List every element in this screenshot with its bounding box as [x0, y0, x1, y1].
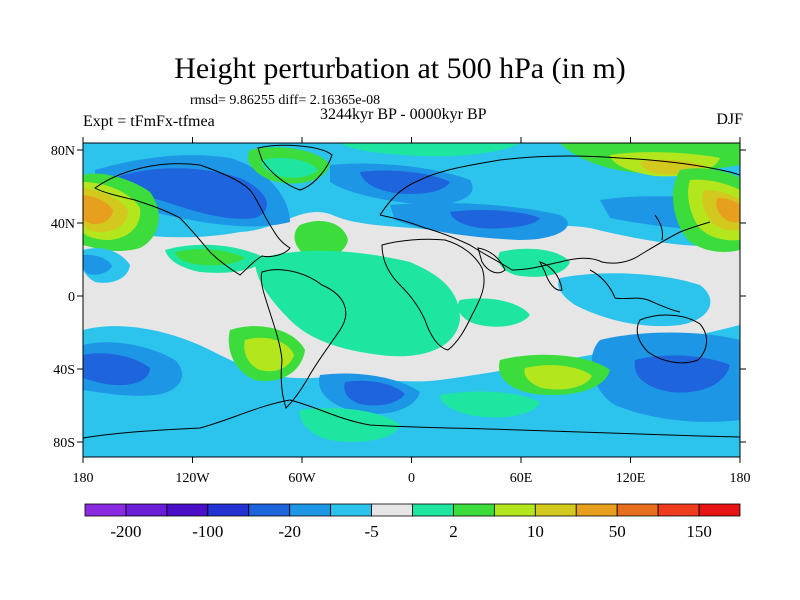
colorbar-label: 2 — [449, 522, 458, 541]
coast-southeast-asia — [589, 269, 681, 313]
lat-tick-label: 40N — [51, 217, 75, 232]
contour-high-pacific-east-peak — [716, 198, 740, 223]
contour-south-green-south — [299, 408, 400, 442]
contour-dark-low-asia — [450, 210, 540, 229]
contour-trop-atlantic — [255, 250, 460, 357]
colorbar-label: -200 — [110, 522, 141, 541]
lon-tick-label: 180 — [730, 471, 751, 486]
lon-tick-label: 120W — [175, 471, 210, 486]
contour-high-atlantic — [294, 220, 348, 258]
coastlines — [83, 144, 740, 439]
colorbar-label: -5 — [364, 522, 378, 541]
contour-south-dark-west — [83, 353, 150, 386]
period-label: 3244kyr BP - 0000kyr BP — [320, 106, 487, 123]
colorbar-swatch — [453, 503, 495, 517]
page-title: Height perturbation at 500 hPa (in m) — [174, 52, 626, 85]
colorbar-swatch — [207, 503, 250, 517]
coast-japan — [654, 214, 663, 241]
experiment-label: Expt = tFmFx-tfmea — [83, 113, 215, 130]
colorbar-swatch — [657, 503, 700, 517]
lat-tick-label: 80N — [51, 144, 75, 159]
colorbar-swatch — [412, 503, 454, 517]
lon-tick-label: 180 — [73, 471, 94, 486]
lon-tick-label: 0 — [408, 471, 415, 486]
contour-south-green-pacific — [440, 391, 540, 418]
colorbar-swatch — [698, 503, 741, 517]
lat-tick-label: 0 — [68, 290, 75, 305]
colorbar-swatch — [493, 503, 536, 517]
colorbar-swatch — [125, 503, 168, 517]
lon-tick-label: 60E — [510, 471, 533, 486]
colorbar-label: 10 — [527, 522, 544, 541]
colorbar-label: 150 — [686, 522, 712, 541]
colorbar-swatch — [616, 503, 659, 517]
coast-greenland — [257, 144, 333, 191]
colorbar-swatch — [289, 503, 332, 517]
contour-trop-pacific-east — [558, 273, 711, 327]
coast-europe-asia — [379, 155, 740, 271]
coast-antarctica — [83, 399, 740, 439]
colorbar-swatch — [575, 503, 618, 517]
coast-north-america — [94, 163, 291, 276]
colorbar-label: -20 — [278, 522, 301, 541]
contour-dark-low-america — [115, 168, 267, 219]
colorbar-swatch — [248, 503, 291, 517]
coast-india — [539, 261, 563, 291]
contour-south-high-indian-core — [524, 365, 592, 390]
coast-africa — [381, 238, 485, 351]
colorbar-swatch — [534, 503, 577, 517]
lat-tick-label: 40S — [53, 363, 75, 378]
coast-south-america — [260, 269, 347, 409]
contour-high-pacific-west-peak — [83, 195, 113, 225]
colorbar: -200 -100 -20 -5 2 10 50 150 — [84, 503, 741, 541]
contour-trop-west-core — [83, 254, 112, 275]
map-axes: 180 120W 60W 0 60E 120E 180 80N 40N 0 40S 80S — [51, 137, 751, 486]
colorbar-swatch — [371, 503, 413, 517]
contour-high-arctic — [340, 143, 520, 157]
contour-greenland-core — [261, 158, 318, 178]
lon-tick-label: 120E — [616, 471, 646, 486]
contour-trop-pacific-west-core — [175, 249, 245, 266]
colorbar-label: 50 — [609, 522, 626, 541]
colorbar-swatch — [166, 503, 209, 517]
coast-australia — [636, 314, 707, 364]
season-label: DJF — [716, 111, 743, 128]
colorbar-label: -100 — [192, 522, 223, 541]
contour-south-dark-atlantic — [344, 380, 405, 406]
contour-south-dark-east — [634, 355, 730, 393]
map-panel — [82, 142, 741, 458]
contour-fields — [83, 143, 740, 457]
contour-trop-indian — [457, 298, 530, 327]
colorbar-swatch — [84, 503, 127, 517]
coast-arabia — [477, 247, 506, 274]
lat-tick-label: 80S — [53, 436, 75, 451]
colorbar-swatch — [330, 503, 372, 517]
rmsd-stats: rmsd= 9.86255 diff= 2.16365e-08 — [190, 93, 381, 108]
lon-tick-label: 60W — [288, 471, 316, 486]
